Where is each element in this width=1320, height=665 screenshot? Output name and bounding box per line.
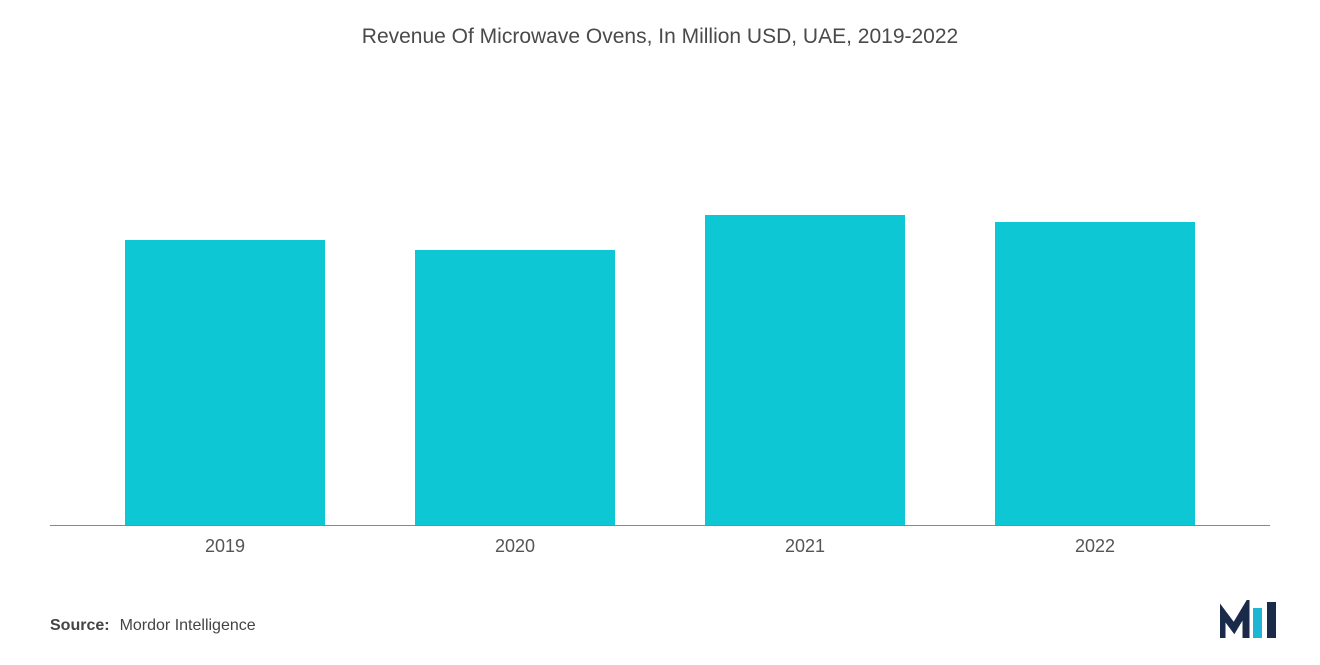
bar-1	[415, 250, 615, 525]
x-label-1: 2020	[370, 536, 660, 557]
bar-wrapper-1	[370, 250, 660, 525]
x-axis-labels: 2019 2020 2021 2022	[50, 526, 1270, 557]
x-label-2: 2021	[660, 536, 950, 557]
bar-3	[995, 222, 1195, 525]
bar-2	[705, 215, 905, 525]
source-label: Source:	[50, 617, 110, 635]
mordor-logo-icon	[1220, 600, 1280, 640]
chart-container: Revenue Of Microwave Ovens, In Million U…	[0, 0, 1320, 665]
bar-0	[125, 240, 325, 525]
source-attribution: Source: Mordor Intelligence	[50, 617, 1270, 635]
bar-wrapper-2	[660, 215, 950, 525]
source-value: Mordor Intelligence	[120, 617, 256, 635]
x-label-0: 2019	[80, 536, 370, 557]
bar-wrapper-3	[950, 222, 1240, 525]
chart-title: Revenue Of Microwave Ovens, In Million U…	[50, 25, 1270, 49]
plot-area	[50, 69, 1270, 526]
x-label-3: 2022	[950, 536, 1240, 557]
bar-wrapper-0	[80, 240, 370, 525]
